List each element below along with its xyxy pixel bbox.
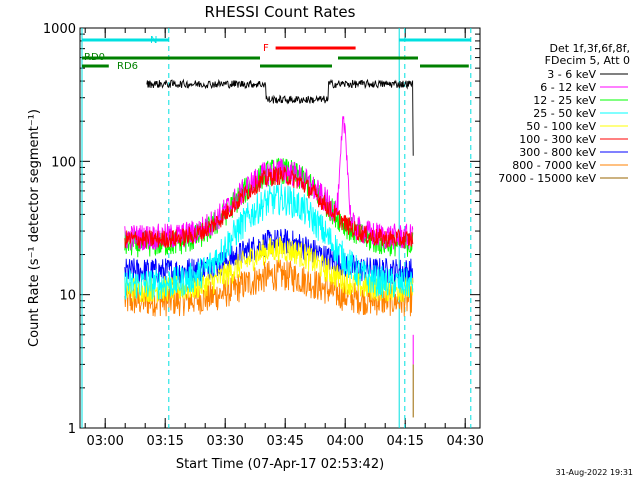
y-tick-label: 1 [68, 422, 76, 437]
series-line-7 [124, 259, 414, 317]
x-axis-label: Start Time (07-Apr-17 02:53:42) [176, 457, 384, 472]
series-line-0 [146, 78, 414, 156]
legend-header-line-2: FDecim 5, Att 0 [545, 54, 630, 67]
series-line-3 [124, 183, 414, 301]
plot-frame [79, 27, 481, 429]
legend-label-2: 12 - 25 keV [533, 94, 596, 107]
legend-label-6: 300 - 800 keV [519, 146, 596, 159]
legend-label-5: 100 - 300 keV [519, 133, 596, 146]
y-tick-label: 10 [59, 289, 76, 304]
x-tick-label: 03:00 [86, 434, 123, 449]
state-label-rd0: RD0 [84, 52, 105, 63]
footer-date: 31-Aug-2022 19:31 [556, 468, 633, 477]
x-tick-label: 03:45 [266, 434, 303, 449]
x-tick-label: 04:30 [446, 434, 483, 449]
series-line-5 [124, 166, 414, 249]
state-label-rd6: RD6 [117, 61, 138, 72]
y-tick-label: 1000 [43, 22, 76, 37]
x-tick-label: 04:00 [326, 434, 363, 449]
y-tick-label: 100 [51, 155, 76, 170]
legend-label-4: 50 - 100 keV [526, 120, 596, 133]
x-tick-label: 03:15 [146, 434, 183, 449]
x-tick-label: 03:30 [206, 434, 243, 449]
series-line-4 [124, 236, 414, 303]
state-label-n: N [150, 35, 157, 46]
legend-header-line-1: Det 1f,3f,6f,8f, [549, 42, 630, 55]
chart-title: RHESSI Count Rates [205, 3, 356, 21]
legend-label-1: 6 - 12 keV [540, 81, 596, 94]
state-label-f: F [263, 43, 269, 54]
legend-label-3: 25 - 50 keV [533, 107, 596, 120]
legend-label-0: 3 - 6 keV [547, 68, 596, 81]
x-tick-label: 04:15 [386, 434, 423, 449]
legend-label-7: 800 - 7000 keV [512, 159, 596, 172]
y-axis-label: Count Rate (s⁻¹ detector segment⁻¹) [27, 109, 42, 347]
legend-label-8: 7000 - 15000 keV [498, 172, 596, 185]
